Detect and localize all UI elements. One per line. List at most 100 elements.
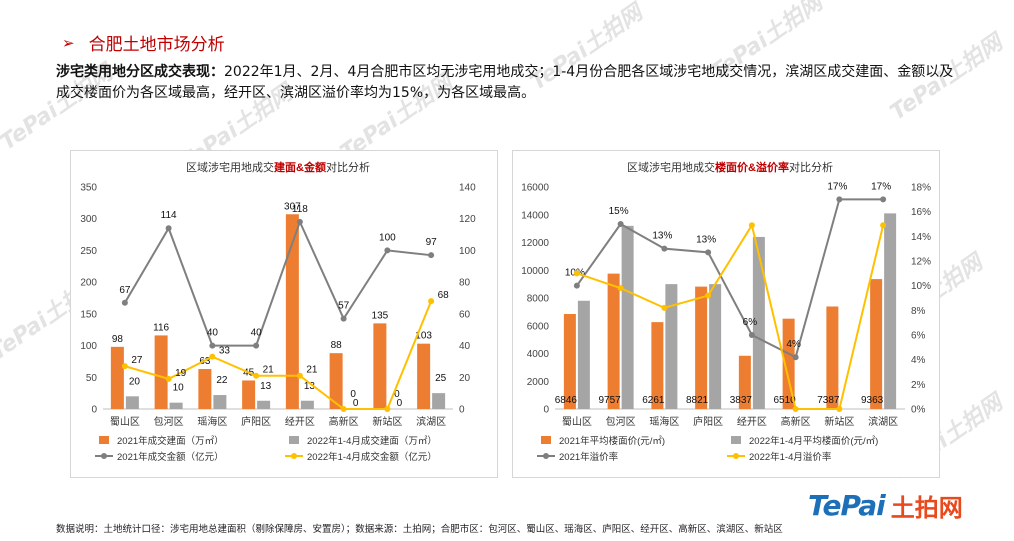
line-point	[297, 373, 303, 379]
y-tick-left: 250	[80, 246, 97, 257]
line-value-label: 100	[379, 232, 396, 243]
line-point	[705, 293, 711, 299]
x-tick-label: 蜀山区	[562, 416, 592, 428]
y-tick-right: 2%	[911, 380, 926, 391]
bar-value-label: 20	[129, 376, 141, 387]
line-point	[749, 222, 755, 228]
line-point	[880, 196, 886, 202]
bar-value-label: 6846	[555, 395, 578, 406]
bar	[170, 403, 183, 409]
y-tick-right: 120	[459, 214, 476, 225]
line-value-label: 68	[438, 290, 450, 301]
line-value-label: 6%	[743, 317, 758, 328]
line-point	[661, 246, 667, 252]
y-tick-left: 14000	[521, 210, 549, 221]
line-point	[253, 343, 259, 349]
line-point	[836, 406, 842, 412]
bar-value-label: 13	[260, 381, 272, 392]
y-tick-left: 12000	[521, 238, 549, 249]
arrow-icon: ➢	[62, 34, 75, 52]
data-footnote: 数据说明：土地统计口径：涉宅用地总建面积（剔除保障房、安置房）；数据来源：土拍网…	[56, 521, 783, 535]
bar	[111, 347, 124, 409]
bar-value-label: 8821	[686, 395, 709, 406]
line-point	[618, 221, 624, 227]
line-value-label: 40	[251, 328, 263, 339]
line-point	[618, 285, 624, 291]
legend-label: 2021年成交金额（亿元）	[117, 451, 224, 463]
bar-value-label: 9363	[861, 395, 884, 406]
bar-value-label: 7387	[817, 395, 840, 406]
line-value-label: 97	[426, 237, 438, 248]
legend-swatch	[99, 436, 109, 444]
line-value-label: 67	[119, 285, 131, 296]
bar	[126, 396, 139, 409]
x-tick-label: 经开区	[737, 415, 767, 428]
line-point	[574, 283, 580, 289]
bar	[213, 395, 226, 409]
legend-label: 2022年1-4月平均楼面价(元/㎡)	[749, 435, 878, 447]
x-tick-label: 高新区	[781, 415, 811, 428]
bar	[622, 226, 634, 409]
x-tick-label: 新站区	[824, 415, 854, 428]
line-value-label: 0	[397, 398, 403, 409]
y-tick-right: 0	[459, 405, 465, 416]
bar-value-label: 98	[112, 334, 124, 345]
bar	[695, 287, 707, 409]
bar	[608, 274, 620, 409]
chart-price-premium: 区域涉宅用地成交楼面价&溢价率对比分析 0 2000 4000 6000 8000 1000…	[513, 151, 941, 479]
bar-value-label: 6261	[642, 395, 665, 406]
page-title: 合肥土地市场分析	[89, 30, 225, 55]
chart-title: 区域涉宅用地成交楼面价&溢价率对比分析	[627, 160, 833, 174]
bar	[826, 307, 838, 409]
x-tick-label: 新站区	[372, 415, 402, 428]
bar	[417, 344, 430, 409]
line-point	[705, 249, 711, 255]
y-tick-left: 50	[86, 373, 98, 384]
legend-label: 2022年1-4月成交金额（亿元）	[307, 451, 437, 463]
line-value-label: 21	[306, 365, 318, 376]
line-value-label: 33	[219, 346, 231, 357]
line-point	[253, 373, 259, 379]
x-tick-label: 高新区	[329, 415, 359, 428]
y-tick-right: 8%	[911, 306, 926, 317]
chart-title-part: 对比分析	[326, 160, 370, 174]
x-tick-label: 包河区	[606, 415, 636, 428]
chart-title-part: 区域涉宅用地成交	[186, 160, 274, 174]
line-value-label: 19	[175, 368, 187, 379]
logo-cn: 土拍网	[891, 488, 963, 523]
line-value-label: 17%	[871, 181, 891, 192]
line-point	[341, 316, 347, 322]
y-tick-right: 18%	[911, 183, 931, 194]
bar	[373, 323, 386, 409]
line-point	[574, 270, 580, 276]
bar	[155, 335, 168, 409]
y-tick-right: 140	[459, 183, 476, 194]
line-value-label: 40	[207, 328, 219, 339]
line-value-label: 114	[161, 210, 177, 221]
line-point	[793, 354, 799, 360]
bar	[242, 380, 255, 409]
x-tick-label: 瑶海区	[649, 415, 679, 428]
chart-panel-price-premium: 区域涉宅用地成交楼面价&溢价率对比分析 0 2000 4000 6000 8000 1000…	[512, 150, 940, 478]
y-tick-right: 40	[459, 341, 471, 352]
logo-brand: TePai	[808, 489, 885, 522]
legend-swatch	[541, 436, 551, 444]
y-tick-right: 80	[459, 278, 471, 289]
legend-label: 2021年溢价率	[559, 451, 619, 463]
line-point	[297, 219, 303, 225]
line-point	[661, 305, 667, 311]
line-value-label: 13%	[696, 234, 716, 245]
line-value-label: 4%	[786, 339, 801, 350]
legend-label: 2022年1-4月溢价率	[749, 451, 832, 463]
x-tick-label: 经开区	[285, 415, 315, 428]
y-tick-left: 4000	[527, 349, 550, 360]
bar-value-label: 25	[435, 373, 447, 384]
line-point	[793, 406, 799, 412]
y-tick-left: 8000	[527, 294, 550, 305]
legend-swatch	[101, 453, 107, 459]
bar-value-label: 116	[153, 322, 169, 333]
line-point	[166, 376, 172, 382]
line-point	[166, 225, 172, 231]
legend-swatch	[291, 453, 297, 459]
bar-value-label: 22	[216, 375, 228, 386]
